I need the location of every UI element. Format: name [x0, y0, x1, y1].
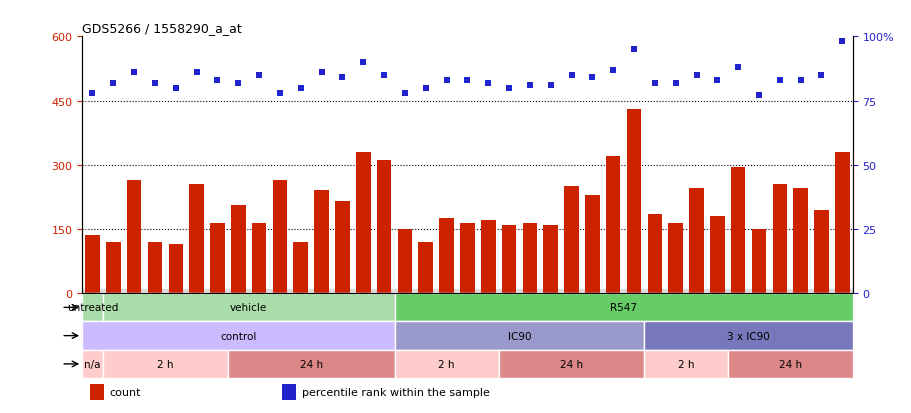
Bar [210, 223, 224, 294]
Bar [772, 185, 786, 294]
Bar [82, 294, 103, 322]
Text: percentile rank within the sample: percentile rank within the sample [302, 387, 489, 397]
Bar [498, 350, 644, 378]
Bar [727, 350, 852, 378]
Bar [751, 230, 765, 294]
Bar [522, 223, 537, 294]
Bar [169, 244, 183, 294]
Bar [793, 189, 807, 294]
Bar [230, 206, 245, 294]
Text: vehicle: vehicle [230, 303, 267, 313]
Bar [394, 294, 852, 322]
Bar [228, 350, 394, 378]
Bar [834, 152, 849, 294]
Bar [251, 223, 266, 294]
Bar [543, 225, 558, 294]
Bar [439, 219, 454, 294]
Text: 3 x IC90: 3 x IC90 [726, 331, 769, 341]
Text: 24 h: 24 h [559, 359, 582, 369]
Text: untreated: untreated [67, 303, 118, 313]
Bar [314, 191, 329, 294]
Bar [272, 180, 287, 294]
Text: count: count [109, 387, 140, 397]
Bar [647, 214, 661, 294]
Text: 24 h: 24 h [300, 359, 322, 369]
Bar [103, 294, 394, 322]
Text: 2 h: 2 h [677, 359, 693, 369]
Bar [82, 322, 394, 350]
Text: IC90: IC90 [507, 331, 530, 341]
Bar [106, 242, 120, 294]
Bar [397, 230, 412, 294]
Bar [689, 189, 703, 294]
Bar [394, 350, 498, 378]
Bar [460, 223, 474, 294]
Bar [585, 195, 599, 294]
Bar [644, 322, 852, 350]
Text: 2 h: 2 h [157, 359, 173, 369]
Bar [668, 223, 682, 294]
Bar [355, 152, 370, 294]
Text: R547: R547 [609, 303, 637, 313]
Bar [418, 242, 433, 294]
Text: n/a: n/a [84, 359, 100, 369]
Text: 24 h: 24 h [778, 359, 801, 369]
Bar [394, 322, 644, 350]
Bar [334, 202, 349, 294]
Bar [480, 221, 495, 294]
Bar [376, 161, 391, 294]
Bar [85, 236, 99, 294]
Bar [564, 187, 578, 294]
Bar [282, 384, 296, 400]
Bar [82, 350, 103, 378]
Text: GDS5266 / 1558290_a_at: GDS5266 / 1558290_a_at [82, 21, 241, 35]
Bar [148, 242, 162, 294]
Bar [189, 185, 204, 294]
Bar [644, 350, 727, 378]
Bar [501, 225, 516, 294]
Bar [293, 242, 308, 294]
Bar [626, 110, 640, 294]
Text: control: control [220, 331, 256, 341]
Bar [89, 384, 104, 400]
Bar [605, 157, 619, 294]
Text: 2 h: 2 h [438, 359, 455, 369]
Bar [127, 180, 141, 294]
Bar [710, 216, 724, 294]
Bar [814, 210, 828, 294]
Bar [730, 168, 744, 294]
Bar [103, 350, 228, 378]
